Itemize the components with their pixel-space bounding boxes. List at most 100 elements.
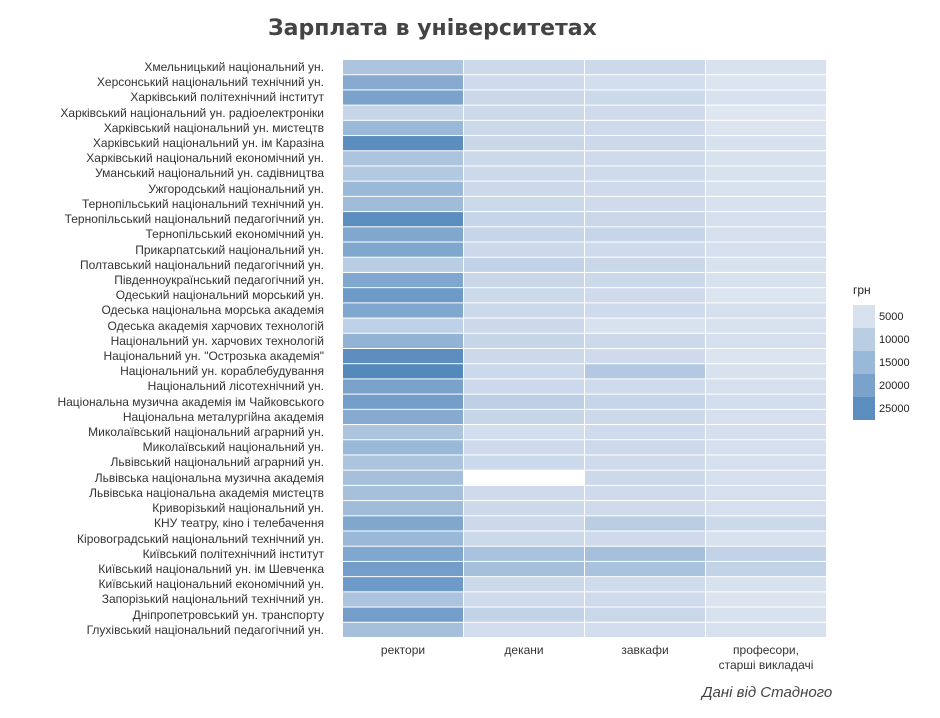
legend-label: 25000 (879, 402, 910, 415)
heatmap (343, 60, 826, 637)
heatmap-cell (706, 136, 826, 151)
heatmap-cell (464, 120, 584, 136)
heatmap-cell (706, 394, 826, 409)
heatmap-cell (706, 288, 826, 303)
legend-label: 15000 (879, 356, 910, 369)
heatmap-cell (464, 166, 584, 181)
heatmap-cell (464, 546, 584, 561)
row-label: Національний ун. харчових технологій (110, 333, 324, 348)
heatmap-cell (706, 181, 826, 196)
heatmap-cell (464, 577, 584, 592)
heatmap-cell (464, 333, 584, 348)
legend-swatch (853, 374, 875, 397)
heatmap-cell (343, 425, 463, 440)
heatmap-cell (706, 105, 826, 120)
heatmap-cell (464, 303, 584, 318)
row-label: Глухівський національний педагогічний ун… (86, 622, 324, 637)
heatmap-cell (343, 501, 463, 516)
heatmap-cell (706, 257, 826, 272)
heatmap-cell (585, 212, 705, 227)
heatmap-cell (585, 196, 705, 212)
heatmap-cell (585, 242, 705, 257)
heatmap-cell (706, 592, 826, 607)
heatmap-cell (585, 379, 705, 394)
heatmap-cell (464, 470, 584, 485)
heatmap-cell (464, 272, 584, 288)
row-label: Харківський національний ун. ім Каразіна (92, 136, 324, 151)
heatmap-cell (706, 455, 826, 470)
legend-item: 10000 (853, 328, 910, 351)
row-label: Тернопільський національний педагогічний… (64, 212, 324, 227)
legend-item: 20000 (853, 374, 910, 397)
heatmap-cell (585, 227, 705, 242)
row-label: Київський політехнічний інститут (142, 546, 324, 561)
legend-label: 10000 (879, 333, 910, 346)
row-label: Полтавський національний педагогічний ун… (80, 257, 324, 272)
heatmap-cell (464, 151, 584, 166)
heatmap-cell (585, 75, 705, 90)
heatmap-cell (706, 166, 826, 181)
heatmap-cell (706, 546, 826, 561)
heatmap-cell (706, 531, 826, 546)
heatmap-cell (464, 531, 584, 546)
heatmap-cell (706, 516, 826, 531)
row-label: Херсонський національний технічний ун. (96, 75, 324, 90)
heatmap-cell (706, 622, 826, 637)
heatmap-cell (343, 75, 463, 90)
row-label: Одеська академія харчових технологій (107, 318, 324, 333)
row-label: Кіровоградський національний технічний у… (77, 531, 324, 546)
heatmap-cell (706, 90, 826, 105)
chart-title: Зарплата в університетах (268, 16, 597, 41)
heatmap-cell (585, 288, 705, 303)
row-label: Львівська національна музична академія (94, 470, 324, 485)
heatmap-cell (464, 409, 584, 425)
legend-swatch (853, 397, 875, 420)
source-note: Дані від Стадного (702, 684, 833, 701)
column-label: професори, старші викладачі (718, 643, 814, 672)
heatmap-cell (343, 272, 463, 288)
heatmap-cell (343, 257, 463, 272)
heatmap-cell (585, 318, 705, 333)
heatmap-cell (585, 151, 705, 166)
column-label: декани (504, 643, 544, 657)
heatmap-cell (706, 607, 826, 622)
heatmap-cell (343, 136, 463, 151)
row-label: Південноукраїнський педагогічний ун. (114, 272, 324, 287)
row-label: Одеський національний морський ун. (115, 288, 324, 303)
row-label: Харківський національний ун. мистецтв (103, 120, 324, 135)
heatmap-cell (464, 455, 584, 470)
heatmap-cell (585, 470, 705, 485)
heatmap-cell (343, 455, 463, 470)
heatmap-cell (343, 440, 463, 455)
heatmap-cell (585, 485, 705, 501)
row-label: Прикарпатський національний ун. (135, 242, 324, 257)
heatmap-cell (706, 60, 826, 75)
legend-title: грн (853, 283, 871, 297)
heatmap-cell (464, 90, 584, 105)
heatmap-cell (706, 364, 826, 379)
heatmap-cell (585, 501, 705, 516)
heatmap-cell (343, 485, 463, 501)
heatmap-cell (706, 272, 826, 288)
legend-label: 20000 (879, 379, 910, 392)
heatmap-cell (464, 379, 584, 394)
heatmap-cell (585, 455, 705, 470)
heatmap-cell (585, 409, 705, 425)
heatmap-cell (585, 166, 705, 181)
heatmap-cell (343, 592, 463, 607)
legend: грн 5000 10000 15000 20000 25000 (853, 283, 910, 420)
heatmap-cell (585, 120, 705, 136)
row-label: Запорізький національний технічний ун. (101, 592, 324, 607)
row-label: Ужгородський національний ун. (148, 181, 324, 196)
row-label: Дніпропетровський ун. транспорту (132, 607, 324, 622)
legend-swatch (853, 328, 875, 351)
legend-item: 5000 (853, 305, 910, 328)
row-label: Одеська національна морська академія (101, 303, 324, 318)
heatmap-cell (585, 607, 705, 622)
heatmap-cell (706, 409, 826, 425)
heatmap-cell (706, 151, 826, 166)
heatmap-cell (585, 136, 705, 151)
heatmap-cell (464, 364, 584, 379)
heatmap-cell (464, 288, 584, 303)
heatmap-cell (343, 120, 463, 136)
